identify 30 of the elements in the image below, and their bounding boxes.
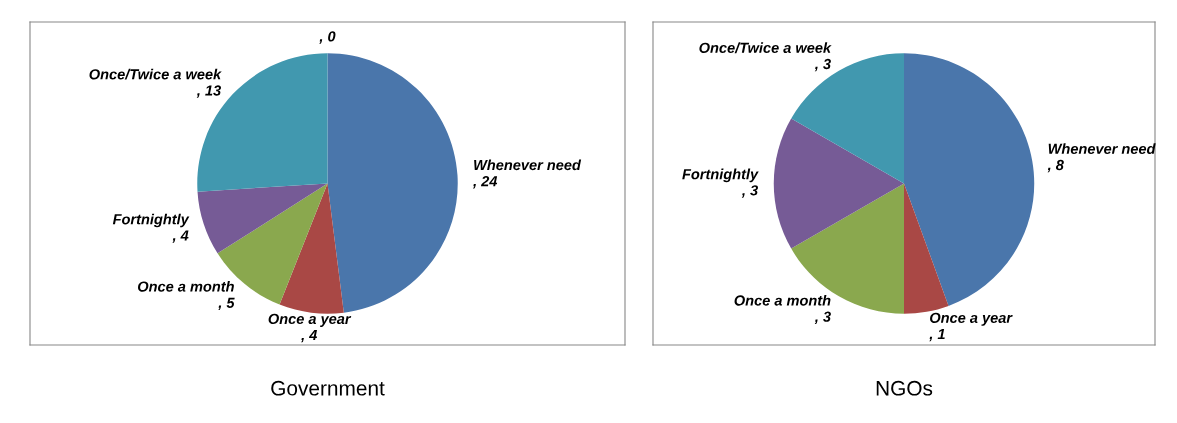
pie-slice <box>904 183 949 314</box>
text: Government <box>271 380 385 396</box>
text: , 0 <box>319 31 336 44</box>
data-label: , 13 <box>196 85 221 98</box>
slice-label: Once/Twice a week <box>89 68 222 80</box>
slice-label: Once a year <box>268 313 352 327</box>
slice-label: Once a month <box>138 281 234 292</box>
slice-label: Once a month <box>734 294 831 306</box>
slice-label: Once a year <box>930 312 1013 326</box>
slice-label: Whenever need <box>1048 143 1156 154</box>
pie-slice <box>773 118 904 249</box>
text: NGOs <box>876 380 933 396</box>
data-label: , 3 <box>814 311 831 324</box>
data-label: , 4 <box>172 230 189 243</box>
pie-slice <box>197 183 328 254</box>
data-label: , 3 <box>741 185 758 198</box>
data-label: , 24 <box>472 176 498 189</box>
slice-label: Fortnightly <box>112 213 190 228</box>
pie-slice <box>904 53 1035 306</box>
slice-label: Fortnightly <box>682 168 759 183</box>
data-label: , 4 <box>300 330 318 343</box>
data-label: , 3 <box>814 58 831 72</box>
data-label: , 8 <box>1047 159 1064 173</box>
data-label: , 1 <box>929 328 945 342</box>
pie-slice <box>327 53 458 313</box>
slice-label: Once/Twice a week <box>699 42 832 54</box>
pie-slice <box>791 53 904 184</box>
data-label: , 5 <box>218 297 235 311</box>
pie-slice <box>279 183 344 314</box>
slice-label: Whenever need <box>474 159 582 171</box>
